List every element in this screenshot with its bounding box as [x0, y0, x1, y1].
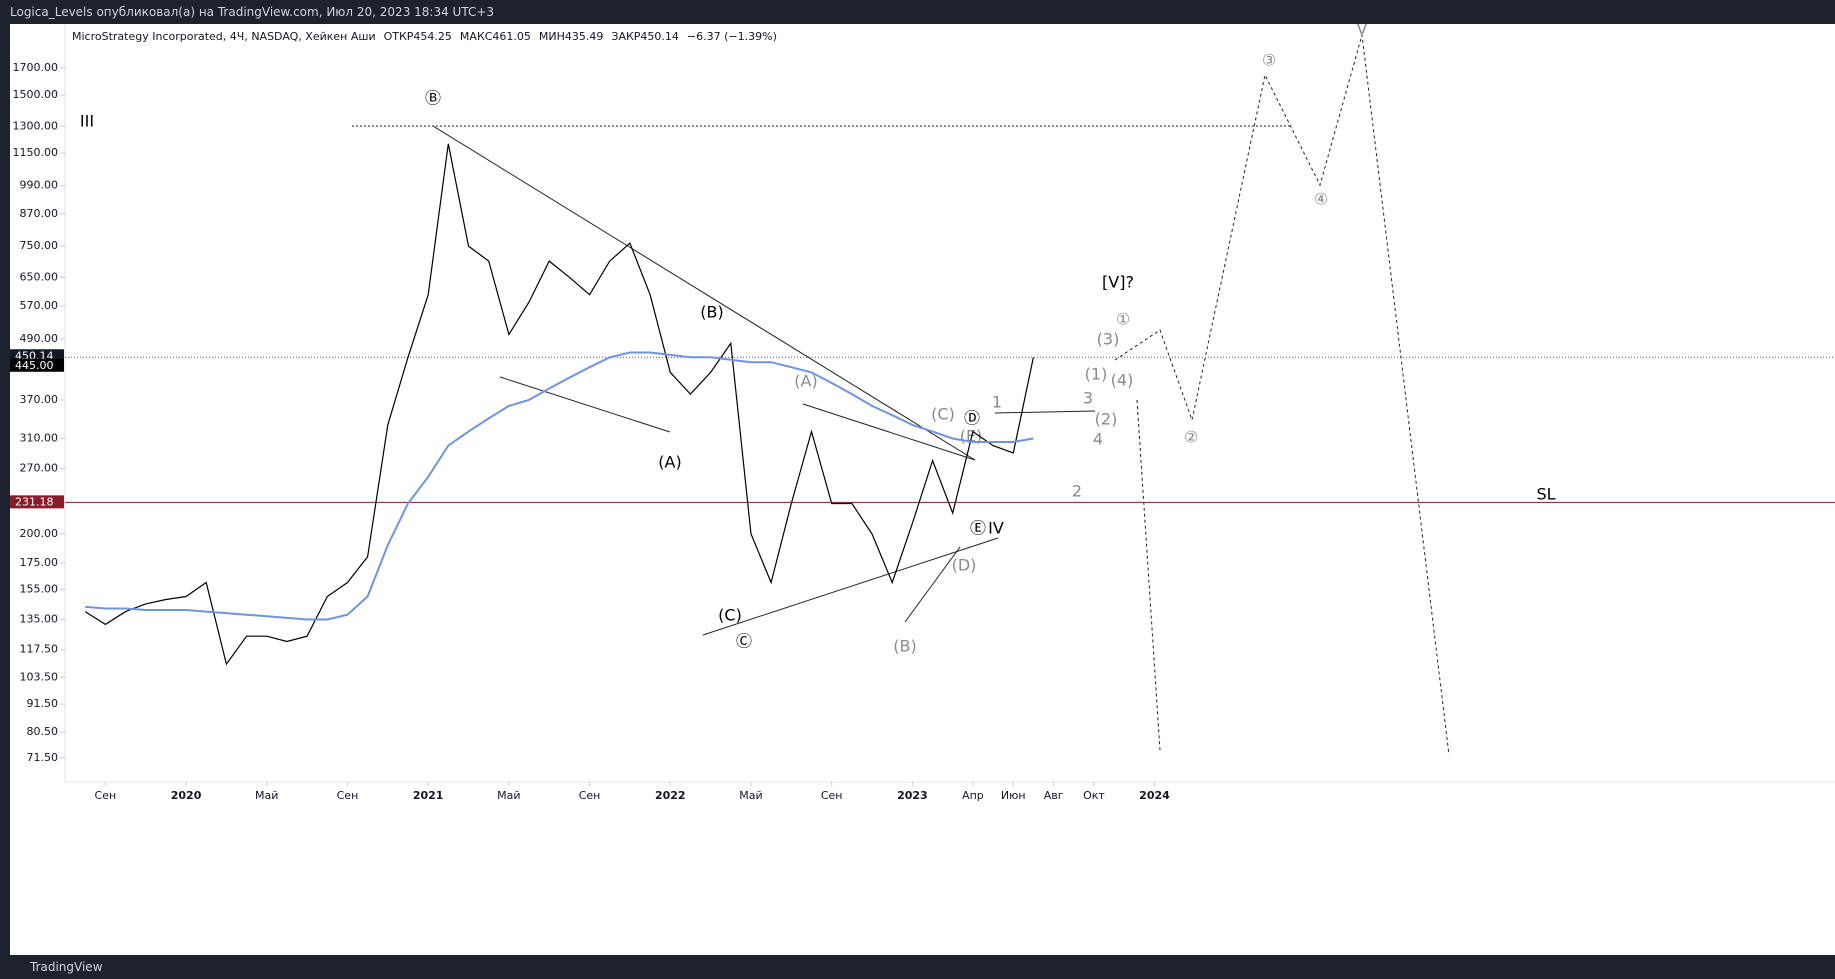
wave-label: (C)	[931, 405, 955, 424]
wave-label: (D)	[952, 556, 977, 575]
x-tick-label: Июн	[1001, 789, 1026, 802]
wave-label: (4)	[1111, 371, 1134, 390]
chart: MicroStrategy Incorporated, 4Ч, NASDAQ, …	[10, 24, 1835, 955]
wave-label: ④	[1314, 190, 1328, 209]
x-tick-label: 2024	[1139, 789, 1170, 802]
wave-label: Ⓔ	[970, 519, 986, 538]
y-tick-label: 1150.00	[13, 146, 59, 159]
wave-label: Ⓒ	[736, 632, 752, 651]
wave-label: ①	[1116, 310, 1130, 329]
y-tick-label: 155.00	[20, 582, 59, 595]
price-series	[84, 143, 1034, 666]
y-tick-label: 117.50	[20, 643, 59, 656]
x-tick-label: Сен	[337, 789, 359, 802]
y-tick-label: 270.00	[20, 462, 59, 475]
y-tick-label: 91.50	[27, 697, 59, 710]
x-tick-label: 2023	[897, 789, 928, 802]
wave-label: 4	[1093, 430, 1103, 449]
x-tick-label: Окт	[1083, 789, 1105, 802]
x-tick-label: Апр	[962, 789, 984, 802]
footer[interactable]: TradingView	[30, 960, 103, 974]
wave-label: IV	[988, 519, 1004, 538]
legend-item: МАКС461.05	[460, 30, 531, 43]
wave-label: ②	[1184, 428, 1198, 447]
wave-label: III	[80, 112, 94, 131]
x-tick-label: Май	[255, 789, 278, 802]
wave-label: [V]?	[1102, 273, 1134, 292]
y-tick-label: 103.50	[20, 670, 59, 683]
wave-label: (2)	[1095, 410, 1118, 429]
wave-label: (A)	[794, 372, 817, 391]
y-tick-label: 990.00	[20, 179, 59, 192]
legend: MicroStrategy Incorporated, 4Ч, NASDAQ, …	[72, 30, 777, 43]
annotations: Ⓑ (B) (A) (A) (C) Ⓒ (B) (D) (C) Ⓓ (E) Ⓔ …	[80, 24, 1556, 656]
legend-item: ЗАКР450.14	[611, 30, 679, 43]
y-tick-label: 870.00	[20, 207, 59, 220]
wave-label: (1)	[1085, 365, 1108, 384]
x-tick-label: Май	[497, 789, 520, 802]
y-tick-label: 1300.00	[13, 119, 59, 132]
wave-label: V	[1357, 24, 1368, 39]
top-bar: Logica_Levels опубликовал(а) на TradingV…	[10, 5, 495, 19]
y-tick-label: 175.00	[20, 556, 59, 569]
y-tick-label: 200.00	[20, 527, 59, 540]
legend-item: ОТКР454.25	[384, 30, 452, 43]
x-tick-label: 2020	[171, 789, 202, 802]
y-tick-label: 370.00	[20, 393, 59, 406]
y-tick-label: 310.00	[20, 431, 59, 444]
wave-label: (B)	[700, 303, 723, 322]
price-box	[10, 495, 64, 509]
wave-label: (C)	[718, 606, 742, 625]
x-tick-label: 2021	[413, 789, 444, 802]
wave-label: 1	[992, 393, 1002, 412]
x-tick-label: Сен	[95, 789, 117, 802]
wave-label: ③	[1262, 51, 1276, 70]
legend-item: MicroStrategy Incorporated, 4Ч, NASDAQ, …	[72, 30, 376, 43]
x-tick-label: 2022	[655, 789, 686, 802]
wave-label: 3	[1083, 389, 1093, 408]
wave-label: Ⓑ	[425, 89, 441, 108]
wave-label: Ⓓ	[964, 409, 980, 428]
y-tick-label: 1700.00	[13, 61, 59, 74]
y-tick-label: 71.50	[27, 751, 59, 764]
x-tick-label: Сен	[821, 789, 843, 802]
wave-label: (B)	[893, 637, 916, 656]
price-label: 231.18	[15, 495, 54, 508]
y-tick-label: 750.00	[20, 239, 59, 252]
y-tick-label: 135.00	[20, 612, 59, 625]
legend-item: −6.37 (−1.39%)	[687, 30, 777, 43]
trend-lines	[352, 34, 1450, 756]
price-box	[10, 358, 64, 372]
wave-label: 2	[1072, 482, 1082, 501]
x-tick-label: Сен	[579, 789, 601, 802]
price-label: 445.00	[15, 359, 54, 372]
y-tick-label: 570.00	[20, 299, 59, 312]
y-tick-label: 490.00	[20, 332, 59, 345]
x-tick-label: Май	[739, 789, 762, 802]
legend-item: МИН435.49	[539, 30, 603, 43]
wave-label: (3)	[1097, 330, 1120, 349]
y-tick-label: 1500.00	[13, 88, 59, 101]
y-tick-label: 80.50	[27, 725, 59, 738]
y-tick-label: 650.00	[20, 270, 59, 283]
wave-label: (A)	[658, 453, 681, 472]
sl-label: SL	[1536, 485, 1555, 504]
x-tick-label: Авг	[1044, 789, 1064, 802]
price-series	[85, 351, 1034, 621]
